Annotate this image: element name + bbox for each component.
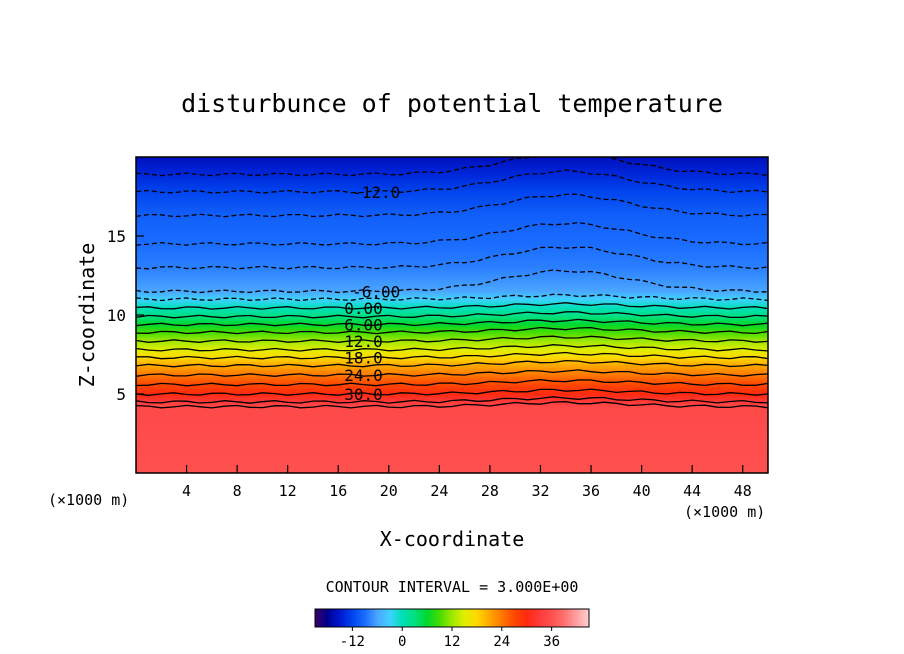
contour-line xyxy=(136,293,768,302)
contour-line xyxy=(136,396,768,404)
y-tick-label: 5 xyxy=(116,385,126,404)
contour-line xyxy=(136,344,768,352)
x-tick-label: 20 xyxy=(380,482,398,500)
contour-label: 30.0 xyxy=(344,385,383,404)
colorbar-fill xyxy=(314,608,590,628)
contour-lines xyxy=(136,157,768,409)
chart-title: disturbunce of potential temperature xyxy=(181,89,723,118)
x-tick-label: 4 xyxy=(182,482,191,500)
x-tick-label: 48 xyxy=(734,482,752,500)
x-unit-left: (×1000 m) xyxy=(48,491,129,509)
contour-line xyxy=(136,388,768,396)
contour-label: 6.00 xyxy=(344,315,383,334)
x-tick-label: 16 xyxy=(329,482,347,500)
contour-line xyxy=(136,401,768,409)
contour-label: 24.0 xyxy=(344,366,383,385)
y-axis: 5 10 15 xyxy=(107,227,144,404)
contour-label: 0.00 xyxy=(344,299,383,318)
contour-line xyxy=(136,351,768,360)
contour-line xyxy=(136,157,768,177)
x-tick-label: 24 xyxy=(430,482,448,500)
x-tick-label: 32 xyxy=(531,482,549,500)
contour-line xyxy=(136,246,768,270)
colorbar-tick-label: -12 xyxy=(340,634,365,650)
contour-line xyxy=(136,335,768,343)
contour-label: 18.0 xyxy=(344,349,383,368)
x-tick-label: 28 xyxy=(481,482,499,500)
contour-line xyxy=(136,269,768,294)
x-tick-label: 36 xyxy=(582,482,600,500)
x-tick-label: 8 xyxy=(233,482,242,500)
contour-line xyxy=(136,169,768,194)
contour-interval-label: CONTOUR INTERVAL = 3.000E+00 xyxy=(326,578,579,596)
x-axis: 4 8 12 16 20 24 28 32 36 40 44 48 xyxy=(182,465,752,500)
contour-line xyxy=(136,318,768,327)
x-axis-label: X-coordinate xyxy=(380,527,525,551)
y-tick-label: 10 xyxy=(107,306,126,325)
contour-line xyxy=(136,379,768,387)
x-tick-label: 44 xyxy=(683,482,701,500)
contour-label: -6.00 xyxy=(352,282,400,301)
colorbar-tick-label: 24 xyxy=(493,634,510,650)
colorbar-tick-label: 36 xyxy=(543,634,560,650)
y-axis-label: Z-coordinate xyxy=(75,243,99,388)
contour-line xyxy=(136,221,768,246)
contour-label: 12.0 xyxy=(344,332,383,351)
contour-line xyxy=(136,359,768,368)
colorbar-tick-label: 12 xyxy=(444,634,461,650)
y-tick-label: 15 xyxy=(107,227,126,246)
contour-line xyxy=(136,193,768,218)
colorbar: -12 0 12 24 36 xyxy=(314,608,590,650)
contour-line xyxy=(136,311,768,319)
contour-line xyxy=(136,326,768,335)
contour-line xyxy=(136,369,768,377)
colorbar-ticks: -12 0 12 24 36 xyxy=(340,627,560,650)
contour-line xyxy=(136,302,768,310)
x-tick-label: 40 xyxy=(633,482,651,500)
x-tick-label: 12 xyxy=(279,482,297,500)
contour-label: -12.0 xyxy=(352,183,400,202)
x-unit-right: (×1000 m) xyxy=(684,503,765,521)
colorbar-tick-label: 0 xyxy=(398,634,406,650)
